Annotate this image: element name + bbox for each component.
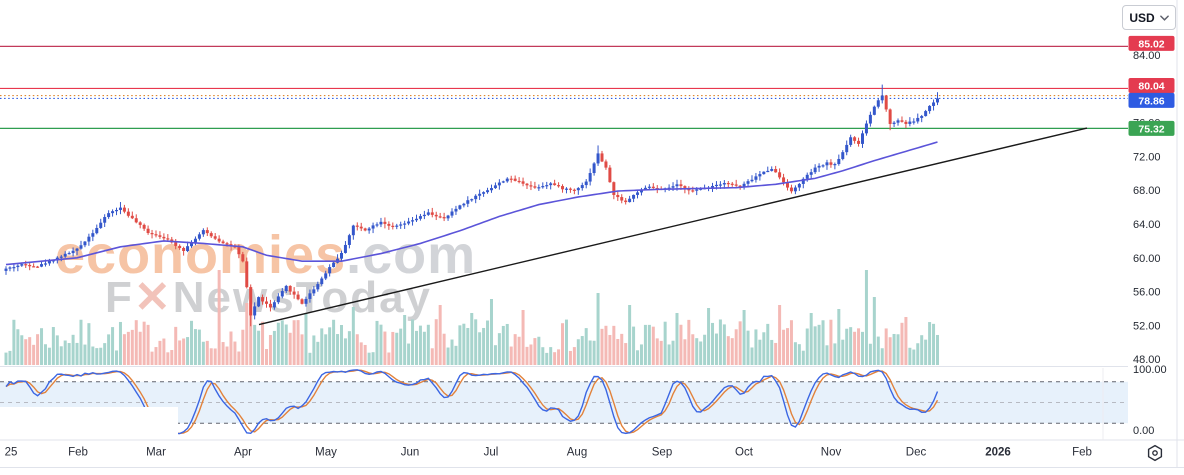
chevron-down-icon <box>1159 14 1169 21</box>
currency-selector-label: USD <box>1129 10 1155 25</box>
time-tick-label: Nov <box>821 447 842 459</box>
stochastic-band <box>0 381 1128 424</box>
time-tick-label: 2026 <box>985 447 1011 459</box>
price-tick-label: 60.00 <box>1133 253 1161 265</box>
price-badge-label: 85.02 <box>1138 38 1164 50</box>
time-tick-label: Mar <box>146 447 166 459</box>
price-badge <box>1128 120 1175 136</box>
price-tick-label: 72.00 <box>1133 151 1161 163</box>
logo-hexagon-icon[interactable] <box>1145 443 1165 463</box>
price-level-lines <box>0 45 1128 129</box>
price-tick-label: 52.00 <box>1133 320 1161 332</box>
time-tick-label: Sep <box>652 447 672 459</box>
time-tick-label: Dec <box>906 447 927 459</box>
price-tick-label: 84.00 <box>1133 50 1161 62</box>
volume-series <box>4 270 939 365</box>
price-badges: 85.02 80.04 78.86 75.32 <box>1128 35 1175 136</box>
price-tick-label: 68.00 <box>1133 185 1161 197</box>
time-tick-label: May <box>315 447 337 459</box>
oscillator-tick-label: 100.00 <box>1133 364 1167 376</box>
time-tick-label: Feb <box>1072 447 1092 459</box>
time-tick-label: Aug <box>567 447 587 459</box>
price-axis[interactable]: 84.0080.0076.0072.0068.0064.0060.0056.00… <box>1133 50 1167 437</box>
price-badge-label: 80.04 <box>1138 80 1164 92</box>
time-tick-label: Jun <box>401 447 420 459</box>
time-tick-label: Feb <box>68 447 88 459</box>
price-tick-label: 56.00 <box>1133 287 1161 299</box>
price-tick-label: 64.00 <box>1133 219 1161 231</box>
currency-selector[interactable]: USD <box>1122 5 1176 30</box>
price-badge <box>1128 77 1175 93</box>
oscillator-tick-label: 0.00 <box>1133 425 1154 437</box>
price-badge <box>1128 92 1175 108</box>
oscillator-white-mask <box>0 407 178 438</box>
time-tick-label: Jul <box>484 447 499 459</box>
time-tick-label: 25 <box>5 447 18 459</box>
price-badge-label: 75.32 <box>1138 123 1164 135</box>
time-tick-label: Oct <box>735 447 754 459</box>
ascending-trendline[interactable] <box>258 127 1088 326</box>
candlestick-series <box>4 84 939 327</box>
time-axis[interactable]: 25 Feb Mar Apr May Jun Jul Aug Sep Oct Nov Dec 2026 F… <box>5 447 1092 459</box>
price-badge <box>1128 35 1175 51</box>
time-tick-label: Apr <box>234 447 252 459</box>
price-badge-label: 78.86 <box>1138 95 1164 107</box>
price-tick-label: 48.00 <box>1133 354 1161 366</box>
ma-line <box>5 141 938 266</box>
